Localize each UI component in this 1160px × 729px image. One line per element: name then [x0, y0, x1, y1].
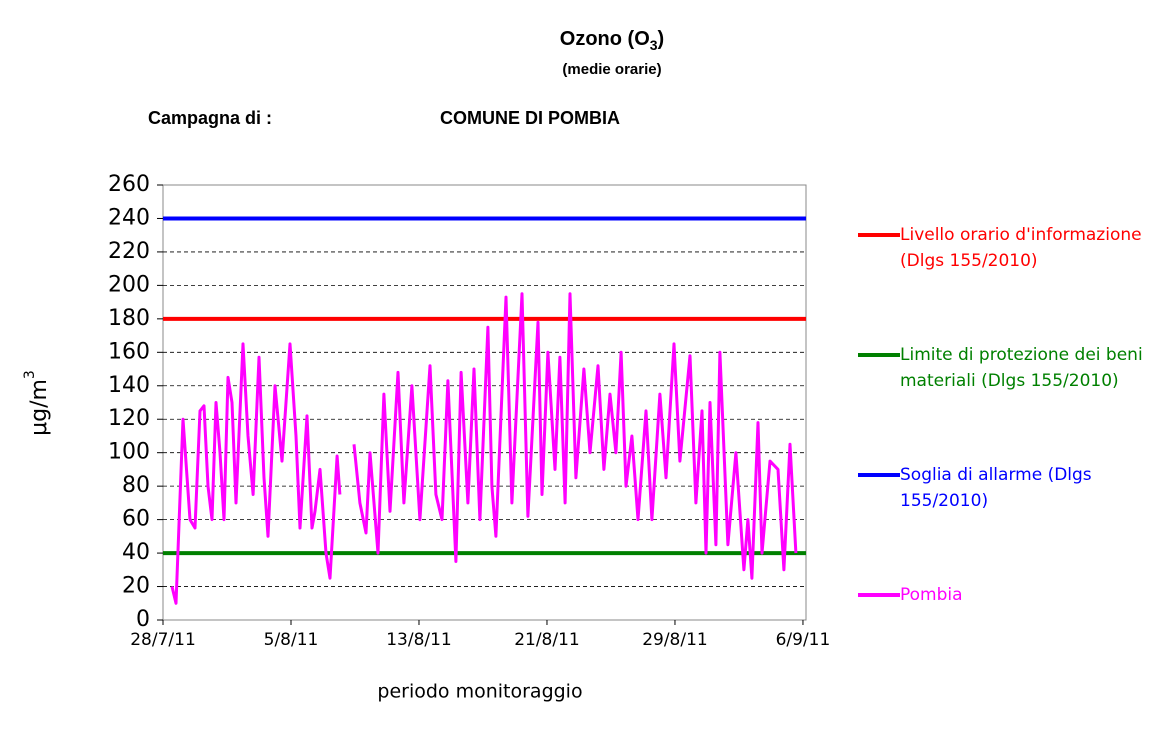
legend-marker — [858, 233, 900, 237]
chart-subtitle: (medie orarie) — [562, 61, 661, 78]
legend-marker — [858, 593, 900, 597]
legend-marker — [858, 473, 900, 477]
chart-title: Ozono (O3) — [560, 28, 664, 52]
title-end: ) — [658, 28, 665, 50]
legend-label: Pombia — [900, 585, 963, 605]
y-tick-label: 120 — [108, 406, 150, 431]
y-tick-label: 200 — [108, 272, 150, 297]
plot-frame — [162, 184, 807, 621]
y-axis-label: μg/m3 — [22, 370, 52, 436]
y-label-superscript: 3 — [22, 370, 38, 379]
y-tick-label: 20 — [122, 574, 150, 599]
legend-label: Soglia di allarme (Dlgs 155/2010) — [900, 465, 1092, 511]
x-tick-label: 28/7/11 — [130, 630, 196, 650]
campaign-name: COMUNE DI POMBIA — [440, 108, 620, 128]
title-main: Ozono (O — [560, 28, 650, 50]
y-tick-label: 180 — [108, 306, 150, 331]
x-axis-label: periodo monitoraggio — [377, 681, 582, 703]
legend-label: Limite di protezione dei beni materiali … — [900, 345, 1143, 391]
title-subscript: 3 — [650, 37, 658, 53]
legend-label: Livello orario d'informazione (Dlgs 155/… — [900, 225, 1142, 271]
y-label-main: μg/m — [27, 379, 52, 436]
y-tick-label: 60 — [122, 507, 150, 532]
x-tick-label: 21/8/11 — [514, 630, 580, 650]
campaign-label: Campagna di : — [148, 108, 272, 128]
legend-marker — [858, 353, 900, 357]
y-tick-label: 160 — [108, 339, 150, 364]
x-tick-label: 13/8/11 — [386, 630, 452, 650]
y-tick-label: 240 — [108, 205, 150, 230]
y-tick-label: 220 — [108, 239, 150, 264]
y-tick-label: 80 — [122, 473, 150, 498]
y-tick-label: 100 — [108, 440, 150, 465]
x-tick-label: 5/8/11 — [264, 630, 319, 650]
y-tick-label: 140 — [108, 373, 150, 398]
y-tick-label: 260 — [108, 172, 150, 197]
x-tick-label: 29/8/11 — [642, 630, 708, 650]
y-tick-label: 0 — [136, 607, 150, 632]
y-tick-label: 40 — [122, 540, 150, 565]
data-line — [170, 292, 798, 605]
x-tick-label: 6/9/11 — [776, 630, 831, 650]
